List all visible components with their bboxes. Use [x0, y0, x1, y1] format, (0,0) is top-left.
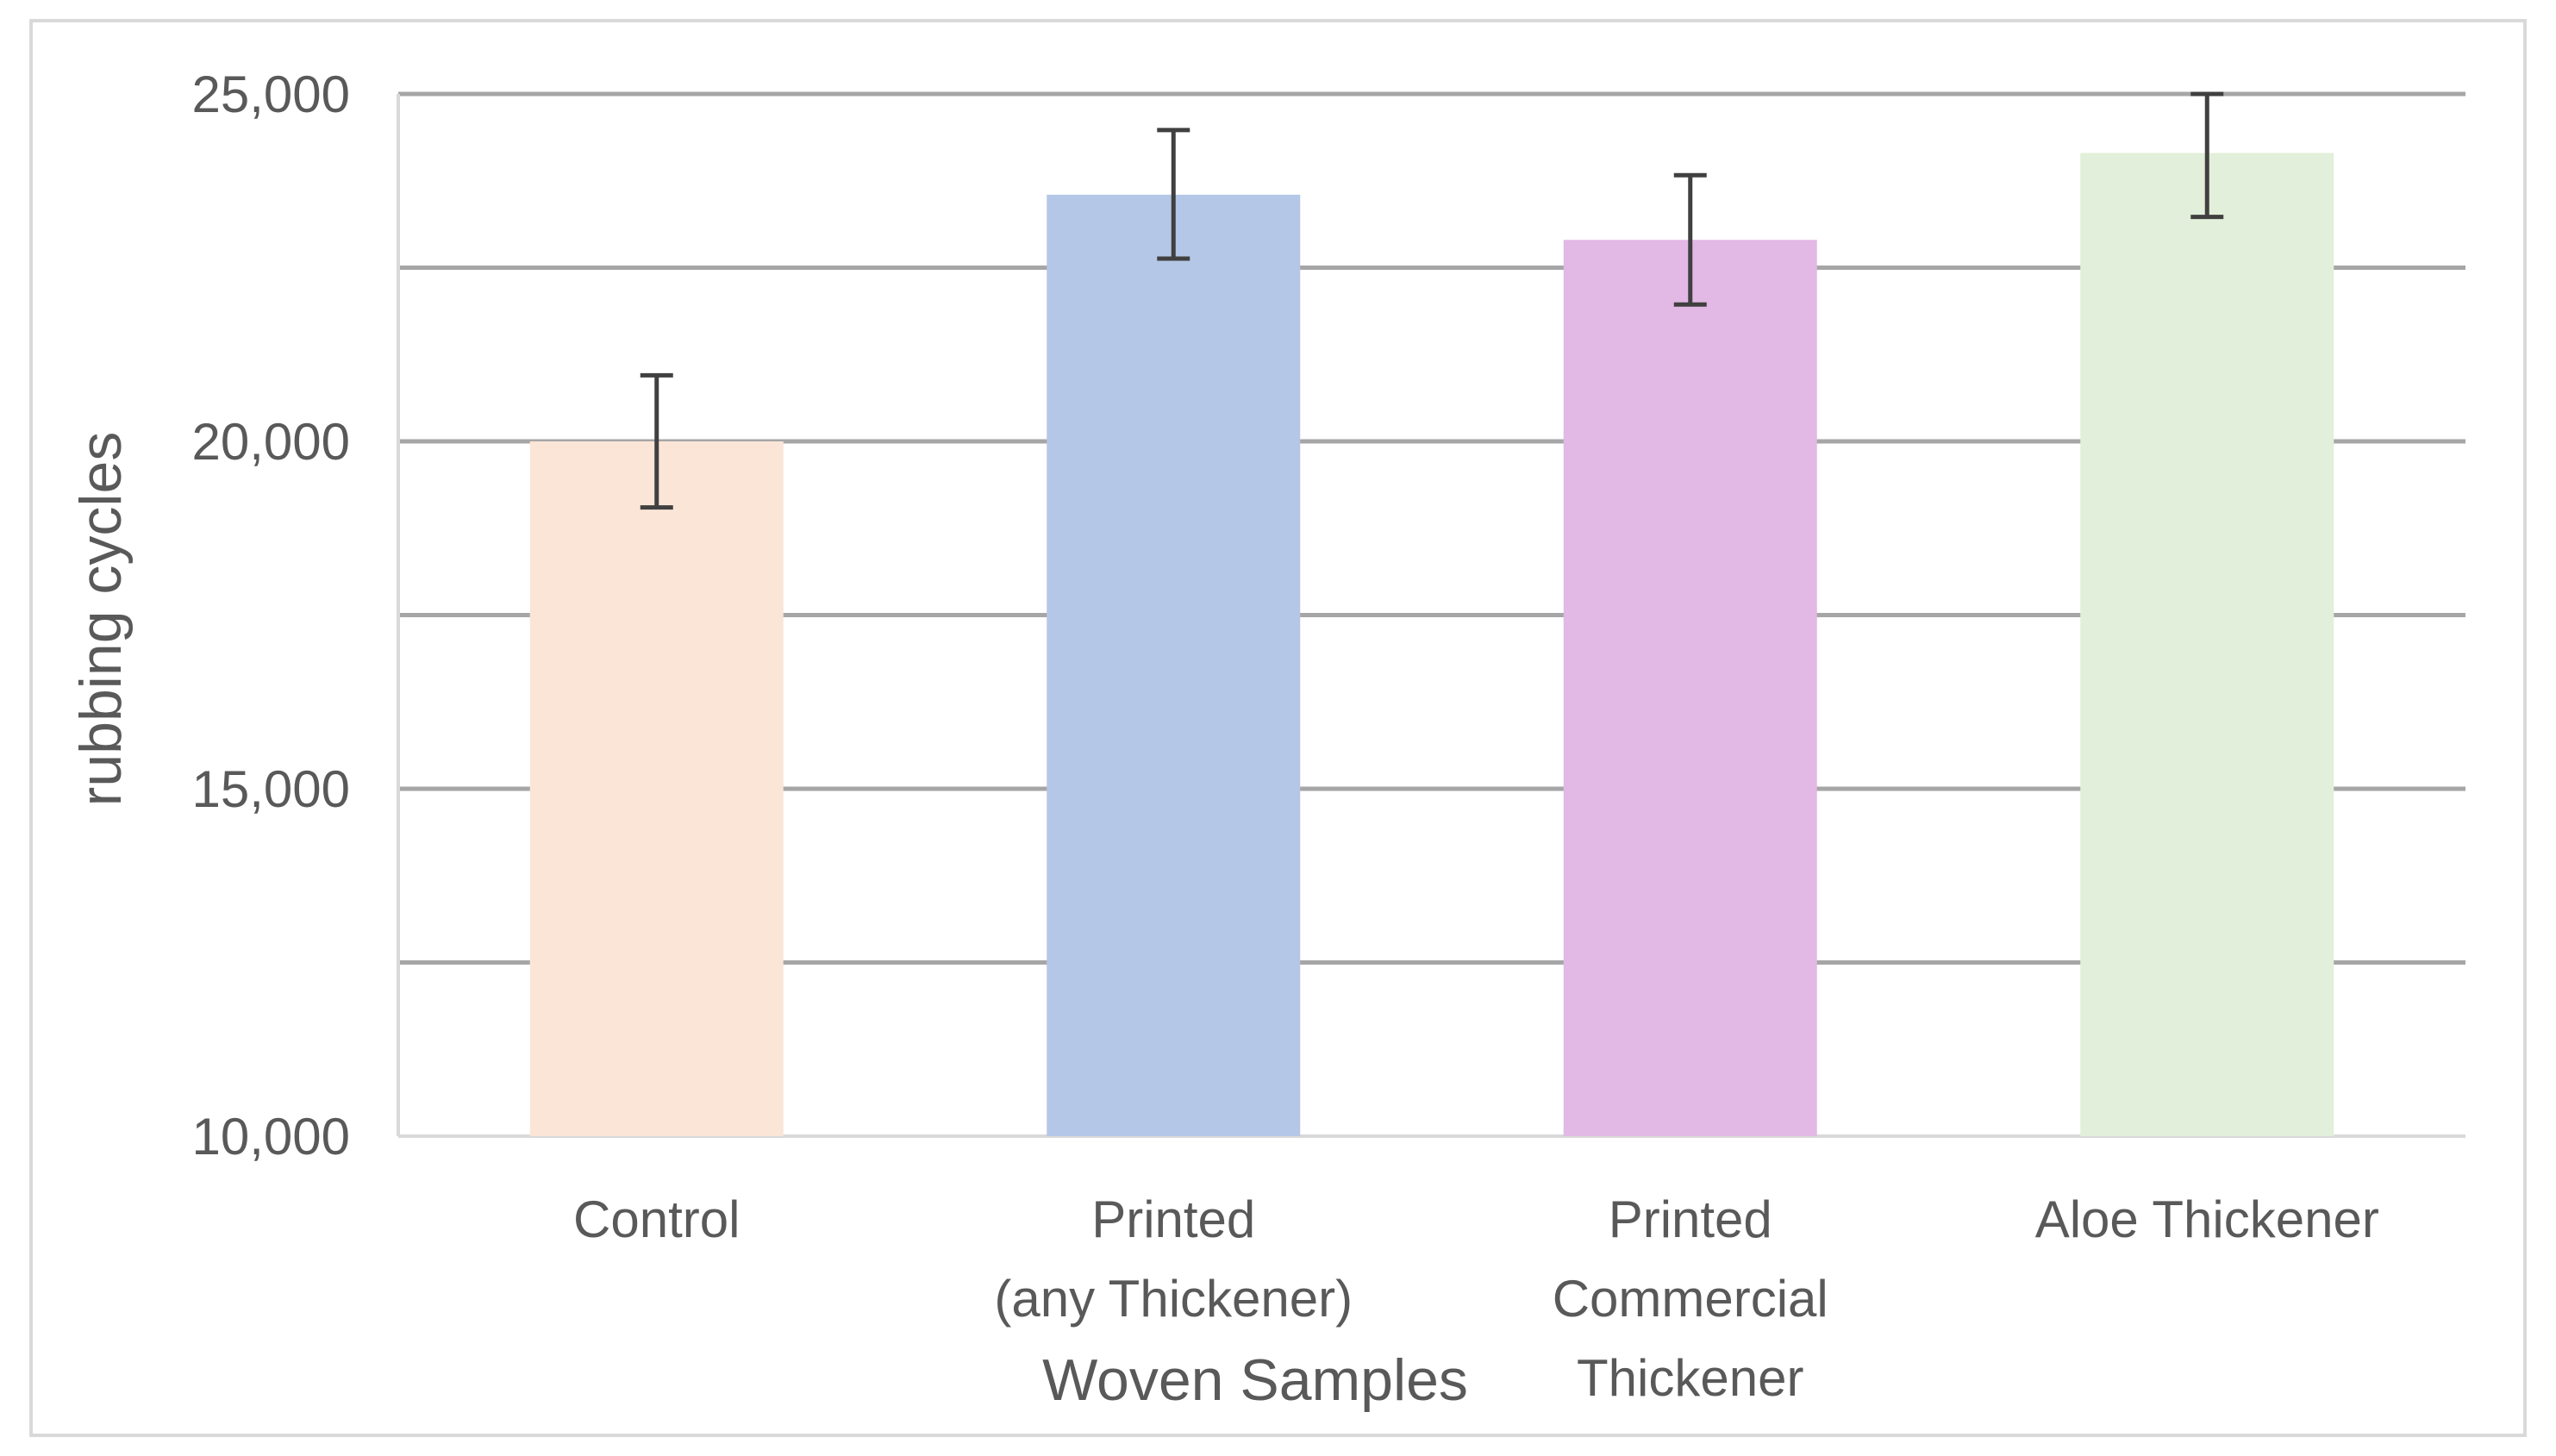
bar [1563, 240, 1817, 1136]
error-bar [1673, 172, 1707, 307]
bar [529, 441, 784, 1136]
category-label: Control [573, 1190, 740, 1248]
bars [529, 153, 2334, 1136]
y-tick-label: 15,000 [191, 760, 350, 818]
error-bar [1157, 128, 1191, 261]
y-tick-label: 10,000 [191, 1108, 350, 1165]
category-label: Aloe Thickener [2035, 1190, 2379, 1248]
category-label: Printed Commercial Thickener [1553, 1190, 1828, 1407]
bar [1047, 194, 1301, 1136]
category-label: Printed (any Thickener) [994, 1190, 1353, 1328]
error-bar [2190, 91, 2224, 220]
axis-labels: 10,000 15,000 20,000 25,000 Control Printed (a… [191, 66, 2378, 1407]
error-bars [640, 91, 2224, 510]
y-tick-label: 20,000 [191, 413, 350, 471]
error-bar [640, 372, 673, 510]
bar [2080, 153, 2334, 1136]
x-axis-title: Woven Samples [1042, 1347, 1468, 1413]
y-tick-label: 25,000 [191, 66, 350, 123]
y-axis-title: rubbing cycles [68, 432, 134, 807]
